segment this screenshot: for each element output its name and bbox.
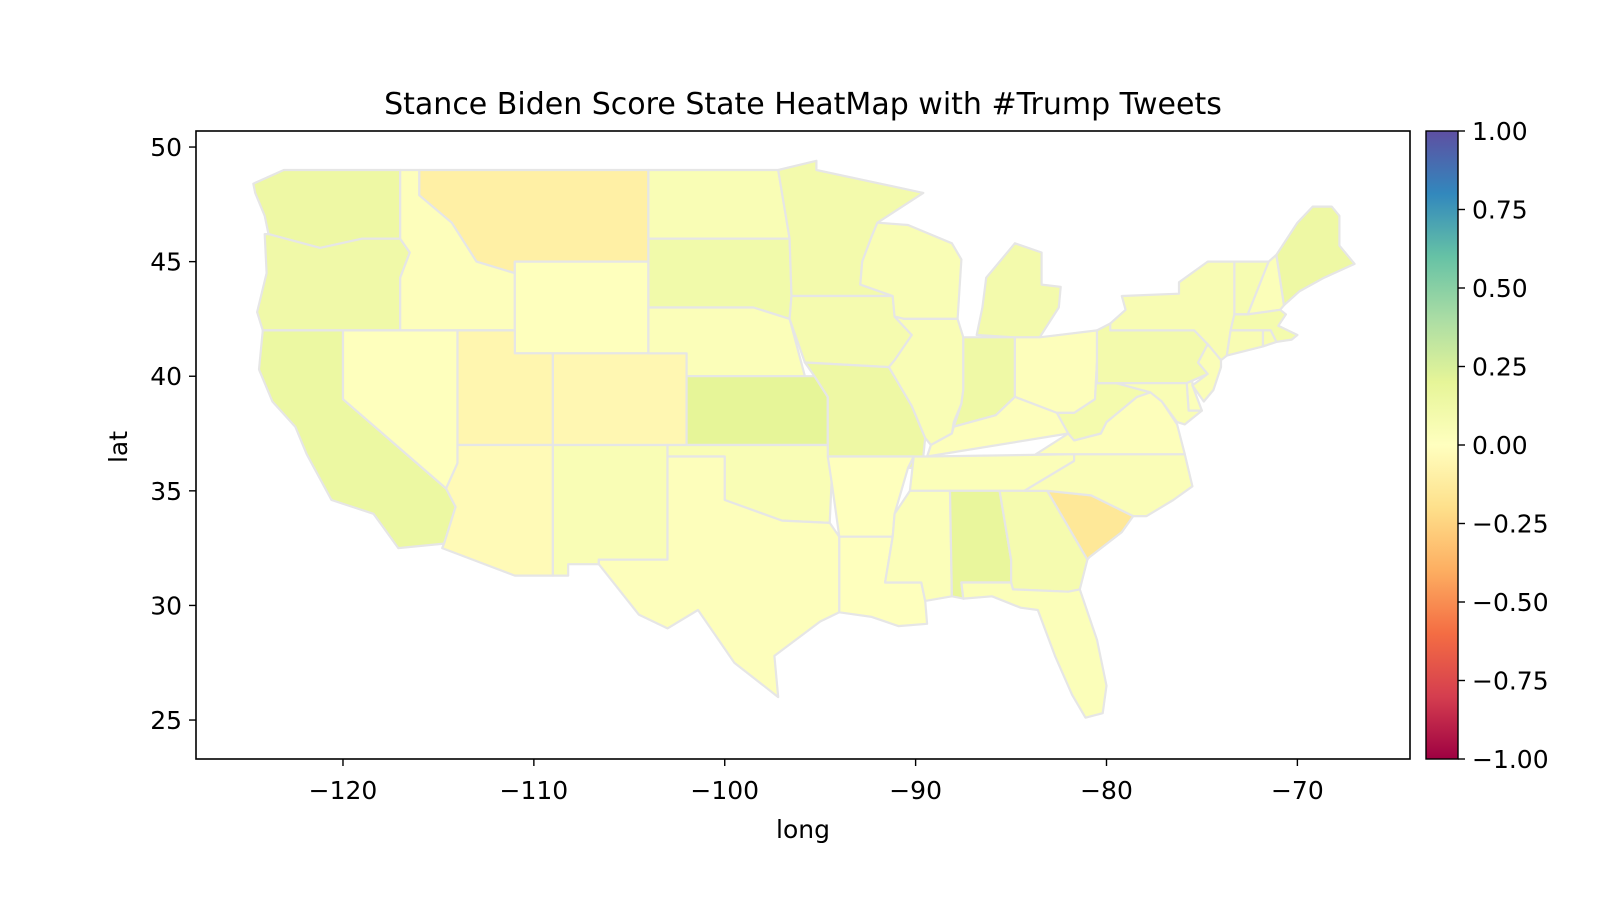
state-ct: [1225, 329, 1265, 357]
colorbar-tick-label: −0.50: [1472, 588, 1549, 617]
colorbar: 1.00 0.75 0.50 0.25 0.00 −0.25 −0.50 −0.75 −1.00: [1425, 117, 1549, 774]
x-axis-label: long: [776, 815, 830, 844]
state-nh: [1246, 253, 1286, 316]
y-tick-label: 45: [150, 248, 182, 277]
y-tick-label: 40: [150, 362, 182, 391]
y-tick-label: 35: [150, 477, 182, 506]
x-tick-label: −110: [500, 776, 569, 805]
colorbar-gradient: [1426, 131, 1458, 759]
colorbar-tick-label: −0.75: [1472, 667, 1549, 696]
state-wy: [513, 260, 650, 355]
state-tx: [597, 455, 841, 699]
chart-title: Stance Biden Score State HeatMap with #T…: [384, 87, 1222, 122]
colorbar-tick-label: 0.75: [1472, 196, 1528, 225]
state-nm: [551, 443, 669, 577]
state-fl: [960, 581, 1108, 719]
state-md: [1114, 382, 1204, 426]
colorbar-tick-label: 0.50: [1472, 274, 1528, 303]
state-nd: [647, 168, 791, 240]
colorbar-tick-label: 0.00: [1472, 431, 1528, 460]
state-me: [1275, 205, 1356, 307]
state-az: [441, 443, 555, 577]
x-tick-label: −90: [889, 776, 942, 805]
y-tick-label: 25: [150, 706, 182, 735]
state-ri: [1261, 329, 1278, 348]
x-axis: −120 −110 −100 −90 −80 −70: [309, 759, 1324, 805]
colorbar-tick-label: 1.00: [1472, 117, 1528, 146]
x-tick-label: −100: [690, 776, 759, 805]
state-nj: [1191, 343, 1223, 403]
colorbar-tick-label: −0.25: [1472, 510, 1549, 539]
us-states-map: [252, 159, 1356, 719]
y-axis-label: lat: [104, 431, 133, 463]
state-co: [551, 352, 688, 447]
state-or: [256, 233, 411, 332]
state-ms: [883, 489, 954, 603]
colorbar-ticks: 1.00 0.75 0.50 0.25 0.00 −0.25 −0.50 −0.75 −1.00: [1458, 117, 1549, 774]
colorbar-tick-label: −1.00: [1472, 745, 1549, 774]
state-mi: [975, 242, 1062, 339]
x-tick-label: −70: [1271, 776, 1324, 805]
x-tick-label: −120: [309, 776, 378, 805]
y-axis: 25 30 35 40 45 50: [150, 133, 196, 735]
state-ks: [685, 375, 829, 447]
plot-frame: [195, 130, 1411, 760]
x-tick-label: −80: [1080, 776, 1133, 805]
state-pa: [1095, 322, 1209, 385]
state-nc: [1023, 453, 1194, 518]
y-tick-label: 50: [150, 133, 182, 162]
y-tick-label: 30: [150, 591, 182, 620]
colorbar-tick-label: 0.25: [1472, 353, 1528, 382]
